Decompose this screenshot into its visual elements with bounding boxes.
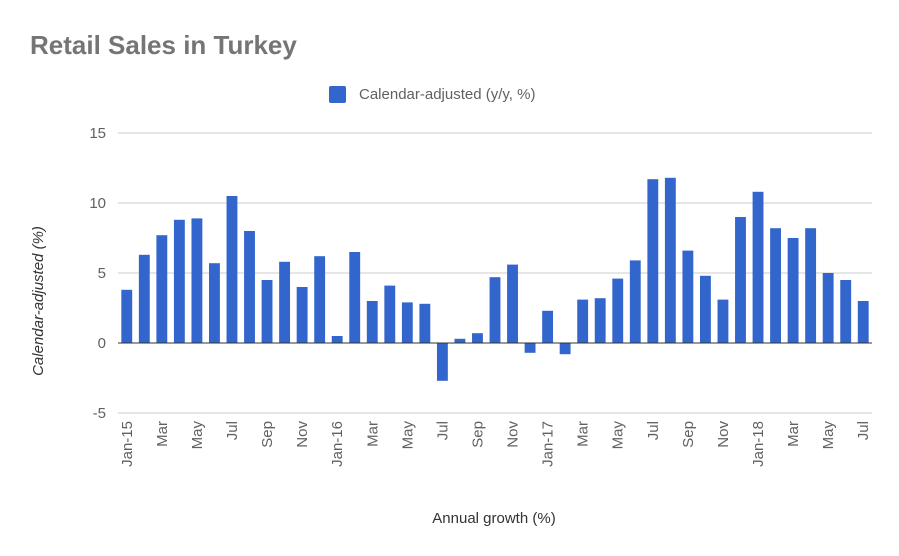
bars [121,177,869,381]
bar-Feb-18 [770,228,781,343]
x-tick-label: Mar [575,421,592,447]
bar-Jul-15 [226,196,238,343]
bar-May-15 [191,218,203,343]
bar-Oct-15 [279,261,291,343]
bar-Nov-16 [507,264,518,343]
bar-Mar-15 [156,235,168,343]
bar-Aug-17 [664,177,676,343]
bar-Feb-17 [559,343,571,355]
bar-Sep-15 [261,280,273,343]
y-tick-label: 10 [89,195,106,212]
bar-May-17 [612,278,624,343]
bar-Apr-18 [805,228,817,343]
x-tick-label: Jul [855,421,872,440]
x-tick-label: Jul [645,421,662,440]
bar-Jan-17 [542,310,554,343]
x-tick-label: Jul [434,421,451,440]
bar-Dec-15 [314,256,326,343]
bar-Jan-15 [121,289,133,343]
bar-Mar-17 [577,299,589,343]
bar-Mar-16 [366,301,378,343]
bar-Dec-17 [735,217,746,343]
x-tick-label: May [399,421,416,450]
bar-Jan-16 [331,336,343,343]
bar-Feb-15 [138,254,150,343]
x-tick-label: Jan-17 [540,421,557,467]
bar-Jan-18 [752,191,764,343]
x-tick-label: Mar [154,421,171,447]
x-tick-label: May [610,421,627,450]
bar-May-16 [401,302,413,343]
x-tick-label: Mar [785,421,802,447]
bar-Jun-16 [419,303,431,343]
x-tick-label: Sep [259,421,276,448]
x-tick-label: May [820,421,837,450]
x-axis-title: Annual growth (%) [432,510,555,527]
bar-Aug-16 [454,338,466,343]
bar-Sep-17 [682,250,694,343]
x-tick-label: Nov [715,421,732,448]
bar-Oct-17 [699,275,711,343]
chart-title: Retail Sales in Turkey [30,30,297,60]
x-tick-label: Jan-16 [329,421,346,467]
chart-legend: Calendar-adjusted (y/y, %) [329,84,535,104]
bar-Nov-15 [296,287,308,343]
bar-Apr-15 [173,219,185,343]
bar-Mar-18 [787,238,799,343]
bar-Nov-17 [717,299,729,343]
legend-swatch [329,85,346,103]
y-tick-label: -5 [93,405,106,422]
bar-May-18 [822,273,834,343]
x-tick-label: Sep [680,421,697,448]
bar-Feb-16 [349,252,361,343]
bar-Jul-16 [436,343,448,381]
bar-Jul-18 [857,301,869,343]
bar-Jun-17 [629,260,641,343]
y-tick-label: 0 [98,335,106,352]
bar-Aug-15 [244,231,255,343]
legend-label: Calendar-adjusted (y/y, %) [359,85,536,103]
x-tick-label: Sep [469,421,486,448]
y-tick-labels: -5 0 5 10 15 [89,125,106,422]
x-tick-label: Jan-18 [750,421,767,467]
x-tick-label: Mar [364,421,381,447]
bar-Dec-16 [524,343,536,353]
bar-Apr-17 [594,298,606,343]
bar-Sep-16 [472,333,483,343]
gridlines [118,132,872,414]
x-tick-label: Jan-15 [119,421,136,467]
y-axis-title: Calendar-adjusted (%) [30,226,47,376]
x-tick-label: Nov [505,421,522,448]
bar-Jun-15 [209,263,220,343]
bar-Apr-16 [384,285,396,343]
bar-Jul-17 [647,179,659,343]
x-tick-label: May [189,421,206,450]
y-tick-label: 15 [89,125,106,142]
bar-Oct-16 [489,277,501,343]
x-tick-label: Nov [294,421,311,448]
x-tick-label: Jul [224,421,241,440]
bar-Jun-18 [840,280,852,343]
y-tick-label: 5 [98,265,106,282]
x-tick-labels: Jan-15 Mar May Jul Sep Nov Jan-16 Mar May Jul Sep N… [119,421,872,467]
